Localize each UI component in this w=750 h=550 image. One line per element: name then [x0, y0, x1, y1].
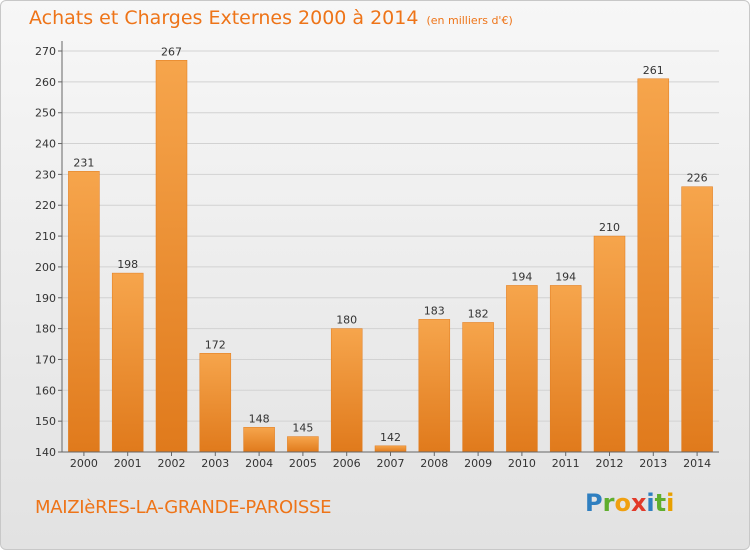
bar-value-label: 210	[599, 221, 620, 234]
logo-letter: o	[614, 489, 631, 517]
bar-value-label: 198	[117, 258, 138, 271]
x-tick-label: 2013	[639, 457, 667, 470]
bar	[287, 436, 319, 453]
x-tick-label: 2005	[289, 457, 317, 470]
y-tick-label: 270	[35, 45, 56, 58]
x-tick-label: 2012	[596, 457, 624, 470]
x-tick-label: 2003	[201, 457, 229, 470]
x-tick-label: 2007	[377, 457, 405, 470]
logo-letter: r	[602, 489, 615, 517]
y-tick-label: 260	[35, 76, 56, 89]
y-tick-label: 160	[35, 384, 56, 397]
y-tick-label: 250	[35, 107, 56, 120]
bars	[68, 60, 713, 453]
x-tick-label: 2000	[70, 457, 98, 470]
logo-letter: P	[585, 489, 603, 517]
bar	[199, 353, 232, 453]
bar-value-label: 142	[380, 431, 401, 444]
bar-value-label: 226	[687, 172, 708, 185]
bar-value-label: 194	[511, 270, 532, 283]
bar-value-label: 231	[73, 156, 94, 169]
bar	[68, 171, 100, 453]
x-tick-label: 2006	[333, 457, 361, 470]
y-tick-label: 200	[35, 261, 56, 274]
bar	[418, 319, 451, 453]
bar-value-label: 267	[161, 45, 182, 58]
bar-value-label: 172	[205, 338, 226, 351]
bar	[462, 322, 494, 453]
proxiti-logo[interactable]: Proxiti	[585, 489, 674, 517]
bar-value-label: 261	[643, 64, 664, 77]
bar	[681, 186, 713, 453]
y-tick-label: 220	[35, 199, 56, 212]
x-tick-label: 2001	[114, 457, 142, 470]
y-tick-label: 230	[35, 168, 56, 181]
x-tick-label: 2011	[552, 457, 580, 470]
bar	[155, 60, 188, 453]
bar	[506, 285, 538, 453]
x-tick-label: 2009	[464, 457, 492, 470]
labels: 140 150 160 170 180 190 200 210 220 230 240 250 260 2…	[35, 45, 711, 470]
bar	[637, 78, 670, 453]
x-tick-label: 2008	[420, 457, 448, 470]
bar	[593, 235, 626, 453]
y-tick-label: 140	[35, 446, 56, 459]
y-tick-label: 210	[35, 230, 56, 243]
bar	[243, 427, 275, 453]
bar-value-label: 148	[249, 412, 270, 425]
bar-value-label: 180	[336, 314, 357, 327]
chart-subtitle: (en milliers d'€)	[426, 14, 513, 27]
bar-value-label: 182	[468, 307, 489, 320]
chart-title-text: Achats et Charges Externes 2000 à 2014	[29, 7, 419, 29]
x-tick-label: 2002	[158, 457, 186, 470]
y-tick-label: 240	[35, 138, 56, 151]
logo-letter: x	[630, 489, 647, 517]
y-tick-label: 180	[35, 323, 56, 336]
bar-value-label: 145	[292, 422, 313, 435]
logo-letter: t	[654, 489, 667, 517]
bar-value-label: 194	[555, 270, 576, 283]
bar	[330, 328, 363, 453]
bar	[374, 445, 407, 453]
y-tick-label: 150	[35, 415, 56, 428]
bar	[111, 272, 144, 453]
logo-letter: i	[646, 489, 655, 517]
bar	[549, 285, 582, 453]
axes	[58, 41, 719, 456]
x-tick-label: 2014	[683, 457, 711, 470]
town-name: MAIZIèRES-LA-GRANDE-PAROISSE	[35, 497, 332, 518]
y-tick-label: 170	[35, 353, 56, 366]
logo-letter: i	[666, 489, 675, 517]
x-tick-label: 2004	[245, 457, 273, 470]
y-tick-label: 190	[35, 292, 56, 305]
chart-title: Achats et Charges Externes 2000 à 2014 (e…	[29, 7, 513, 29]
x-tick-label: 2010	[508, 457, 536, 470]
bar-value-label: 183	[424, 304, 445, 317]
